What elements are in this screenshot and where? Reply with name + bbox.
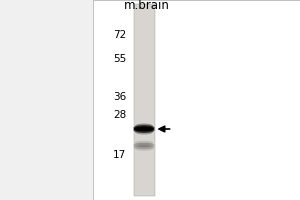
Text: 17: 17 [113, 150, 126, 160]
Ellipse shape [134, 128, 154, 133]
Ellipse shape [135, 130, 153, 134]
Ellipse shape [134, 127, 154, 132]
Ellipse shape [134, 143, 154, 147]
Text: 36: 36 [113, 92, 126, 102]
Bar [134, 4, 154, 196]
Ellipse shape [135, 141, 153, 145]
Ellipse shape [135, 123, 153, 129]
Text: m.brain: m.brain [124, 0, 170, 12]
Text: 55: 55 [113, 54, 126, 64]
Text: 28: 28 [113, 110, 126, 120]
Ellipse shape [135, 146, 153, 151]
Text: 72: 72 [113, 30, 126, 40]
Ellipse shape [134, 125, 154, 130]
Bar [93, 0, 300, 200]
Ellipse shape [134, 145, 154, 149]
